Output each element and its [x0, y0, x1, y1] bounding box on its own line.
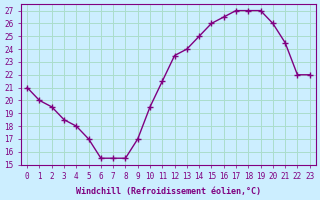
X-axis label: Windchill (Refroidissement éolien,°C): Windchill (Refroidissement éolien,°C): [76, 187, 261, 196]
